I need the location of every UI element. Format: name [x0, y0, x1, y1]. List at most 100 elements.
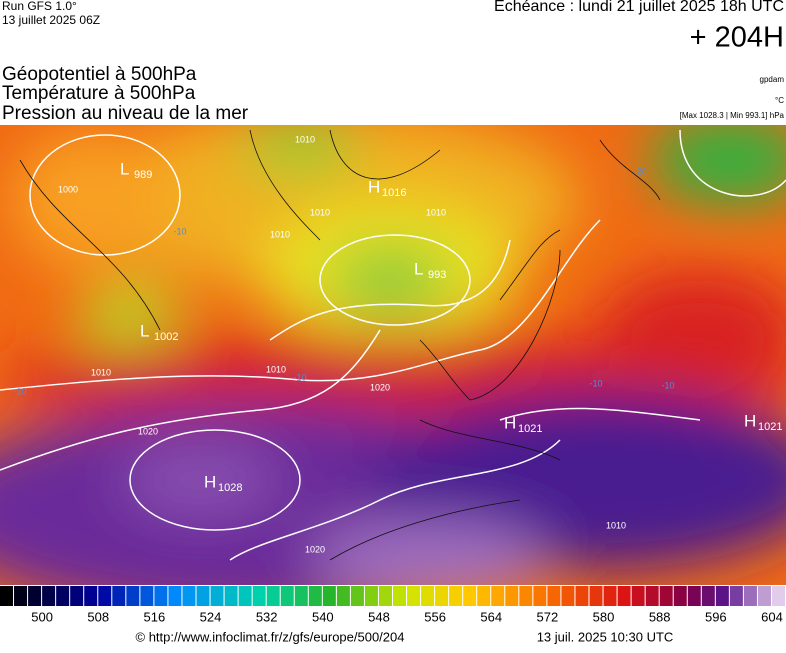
color-swatch: [154, 586, 168, 606]
temp-label: -20: [633, 166, 646, 176]
center-value: 1028: [218, 482, 242, 494]
isobar-label: 1010: [266, 364, 286, 374]
color-swatch: [547, 586, 561, 606]
isobar-label: 1010: [606, 520, 626, 530]
color-swatch: [673, 586, 687, 606]
color-swatch: [477, 586, 491, 606]
color-swatch: [322, 586, 336, 606]
color-swatch: [364, 586, 378, 606]
unit: gpdam: [760, 75, 785, 84]
color-swatch: [589, 586, 603, 606]
title: Température à 500hPa: [2, 83, 196, 104]
temp-label: -10: [661, 380, 674, 390]
temp-label: -10: [589, 378, 602, 388]
color-swatch: [407, 586, 421, 606]
color-swatch: [112, 586, 126, 606]
center-letter: L: [120, 159, 129, 178]
center-letter: L: [414, 259, 423, 278]
center-value: 993: [428, 269, 446, 281]
run: Run GFS 1.0°: [2, 0, 77, 13]
unit: °C: [775, 96, 784, 105]
temp-label: -10: [173, 226, 186, 236]
color-swatch: [393, 586, 407, 606]
colorbar-label: 604: [761, 609, 783, 624]
color-swatch: [0, 586, 14, 606]
isobar-label: 1000: [58, 184, 78, 194]
center-value: 1002: [154, 331, 178, 343]
color-swatch: [126, 586, 140, 606]
color-swatch: [463, 586, 477, 606]
color-swatch: [28, 586, 42, 606]
color-swatch: [238, 586, 252, 606]
color-swatch: [56, 586, 70, 606]
colorbar-label: 524: [200, 609, 222, 624]
color-swatch: [252, 586, 266, 606]
map: [0, 125, 786, 585]
color-swatch: [533, 586, 547, 606]
colorbar-label: 532: [256, 609, 278, 624]
color-swatch: [421, 586, 435, 606]
run-date: 13 juillet 2025 06Z: [2, 13, 100, 27]
colorbar-label: 500: [31, 609, 53, 624]
isobar-label: 1010: [295, 134, 315, 144]
color-swatch: [449, 586, 463, 606]
color-swatch: [378, 586, 392, 606]
color-swatch: [210, 586, 224, 606]
center-letter: H: [368, 177, 380, 196]
color-swatch: [519, 586, 533, 606]
title: Pression au niveau de la mer: [2, 103, 249, 124]
color-swatch: [350, 586, 364, 606]
isobar-label: 1020: [138, 426, 158, 436]
isobar-label: 1010: [310, 207, 330, 217]
colorbar-label: 564: [480, 609, 502, 624]
issued: 13 juil. 2025 10:30 UTC: [537, 629, 674, 644]
isobar-label: 1020: [305, 544, 325, 554]
temp-label: -10: [13, 386, 26, 396]
color-swatch: [659, 586, 673, 606]
colorbar-label: 508: [87, 609, 109, 624]
source: © http://www.infoclimat.fr/z/gfs/europe/…: [136, 629, 405, 644]
color-swatch: [42, 586, 56, 606]
color-swatch: [224, 586, 238, 606]
color-swatch: [617, 586, 631, 606]
color-swatch: [505, 586, 519, 606]
colorbar-label: 596: [705, 609, 727, 624]
color-swatch: [771, 586, 785, 606]
color-swatch: [182, 586, 196, 606]
isobar-label: 1010: [91, 367, 111, 377]
center-letter: H: [204, 472, 216, 491]
colorbar-label: 540: [312, 609, 334, 624]
colorbar-label: 548: [368, 609, 390, 624]
color-swatch: [196, 586, 210, 606]
color-swatch: [715, 586, 729, 606]
color-swatch: [701, 586, 715, 606]
color-swatch: [336, 586, 350, 606]
color-swatch: [687, 586, 701, 606]
center-letter: H: [504, 413, 516, 432]
color-swatch: [280, 586, 294, 606]
color-swatch: [757, 586, 771, 606]
valid-time: Echéance : lundi 21 juillet 2025 18h UTC: [494, 0, 784, 15]
title: Géopotentiel à 500hPa: [2, 64, 197, 85]
colorbar-label: 572: [537, 609, 559, 624]
color-swatch: [98, 586, 112, 606]
color-swatch: [575, 586, 589, 606]
lead-time: + 204H: [690, 22, 784, 54]
color-swatch: [294, 586, 308, 606]
color-swatch: [14, 586, 28, 606]
color-swatch: [491, 586, 505, 606]
temp-label: -10: [293, 372, 306, 382]
center-value: 1016: [382, 187, 406, 199]
color-swatch: [168, 586, 182, 606]
unit: [Max 1028.3 | Min 993.1] hPa: [680, 111, 785, 120]
color-swatch: [308, 586, 322, 606]
colorbar-label: 516: [144, 609, 166, 624]
isobar-label: 1010: [426, 207, 446, 217]
color-swatch: [631, 586, 645, 606]
color-swatch: [729, 586, 743, 606]
center-value: 1021: [758, 421, 782, 433]
isobar-label: 1010: [270, 229, 290, 239]
color-swatch: [140, 586, 154, 606]
color-swatch: [561, 586, 575, 606]
colorbar-label: 556: [424, 609, 446, 624]
